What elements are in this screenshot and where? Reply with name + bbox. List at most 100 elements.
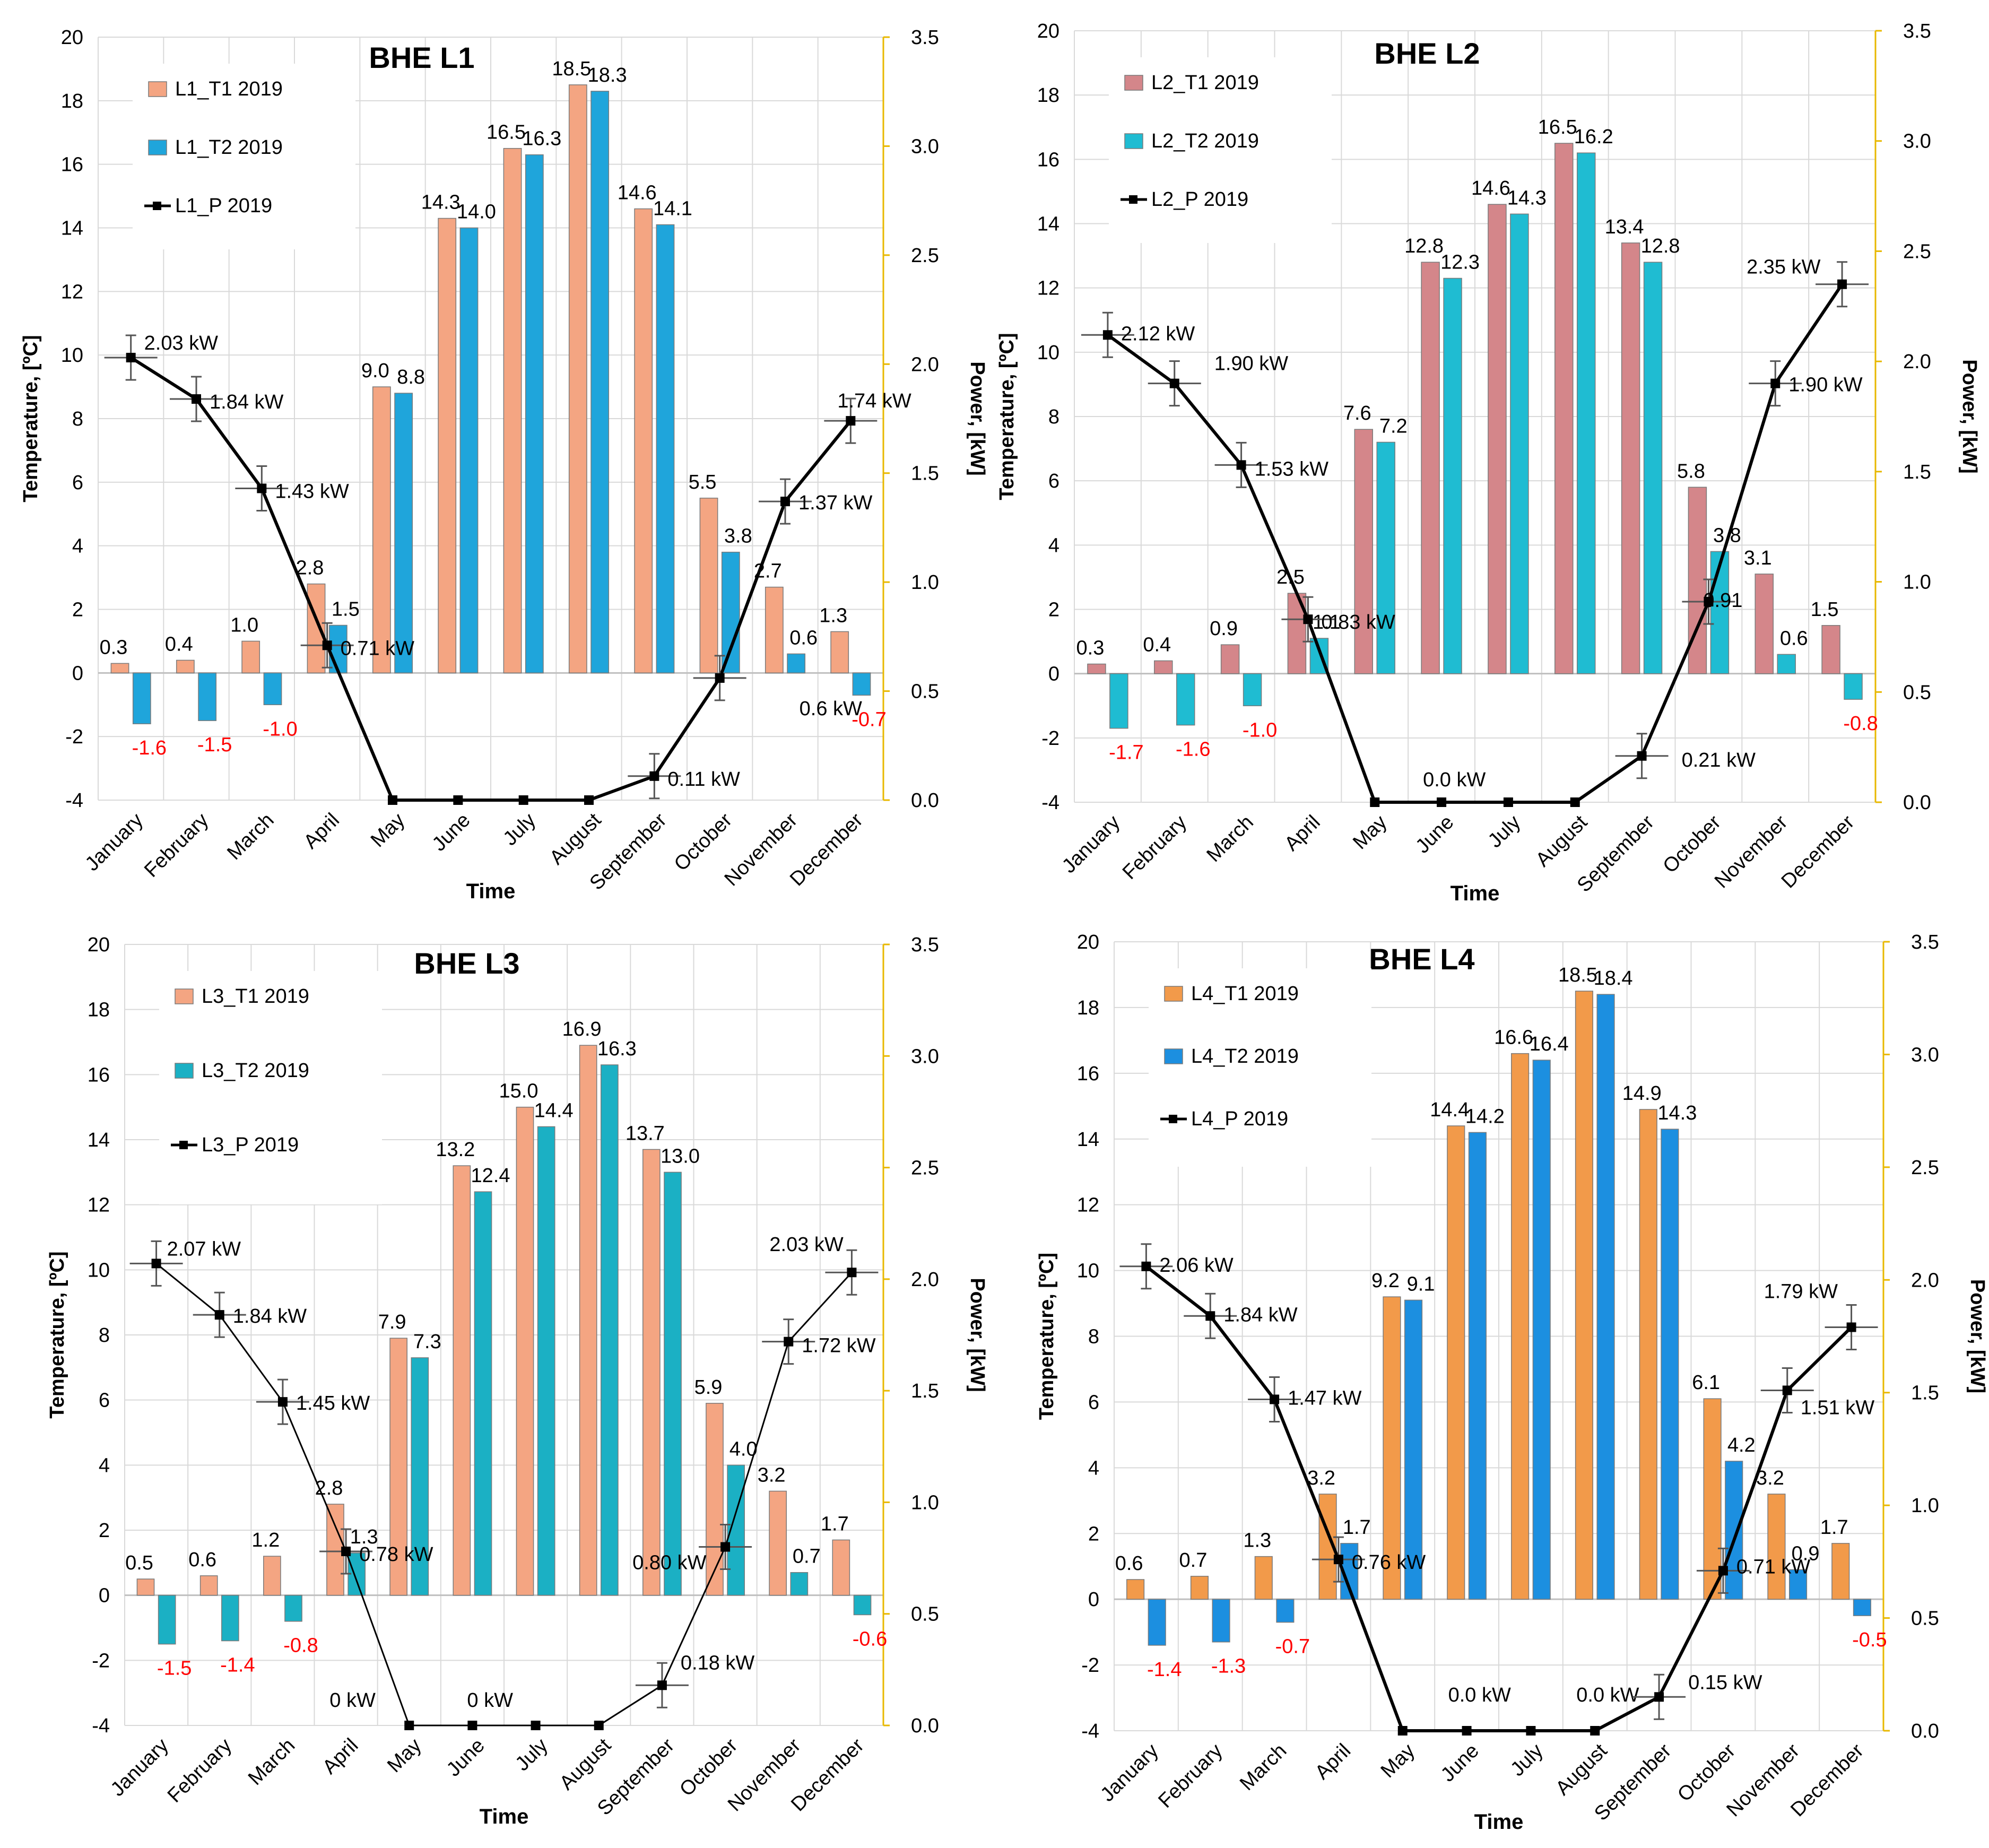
bar-value-label: -1.7 [1109,742,1143,764]
power-value-label: 1.79 kW [1764,1281,1838,1303]
bar [474,1191,492,1596]
bar-value-label: 9.1 [1407,1273,1435,1295]
bar-value-label: 1.7 [1820,1516,1848,1539]
bar-value-label: 1.3 [819,604,847,627]
bar-value-label: 14.1 [653,198,692,220]
legend-label: L2_P 2019 [1151,188,1248,211]
bar [790,1572,809,1596]
y-tick-label: -4 [92,1715,110,1737]
y-tick-label: 20 [1037,20,1059,42]
bar-value-label: 1.3 [1243,1530,1271,1552]
bar [158,1594,176,1645]
bar [307,583,326,674]
y2-axis-title: Power, [kW] [966,361,988,475]
bar-value-label: 15.0 [499,1080,538,1103]
y-tick-label: -2 [1081,1654,1099,1677]
y2-tick-label: 3.0 [1911,1044,1939,1066]
bar-value-label: -1.0 [1243,719,1277,741]
y2-tick-label: 3.5 [911,27,939,49]
bar-value-label: -1.5 [157,1658,192,1680]
bar [769,1490,787,1596]
bar-value-label: 9.2 [1371,1270,1400,1292]
y-tick-label: -4 [1081,1720,1099,1742]
power-value-label: 1.74 kW [837,390,911,412]
legend-background [159,971,382,1204]
bar [1468,1132,1487,1600]
power-point [1637,751,1647,761]
power-value-label: 1.45 kW [296,1392,370,1415]
bar [263,1556,281,1596]
bar-value-label: 1.1 [1313,611,1341,634]
bar-value-label: 0.3 [1076,637,1105,659]
x-tick-label: January [1096,1740,1162,1806]
legend-background [1149,968,1371,1167]
bar-value-label: 4.2 [1727,1434,1756,1456]
power-point [780,497,790,507]
y2-tick-label: 3.0 [911,1045,939,1068]
legend-background [133,64,355,249]
bar-value-label: 13.7 [626,1122,665,1144]
power-line [1145,1265,1853,1732]
chart-title: BHE L1 [369,41,474,74]
y2-tick-label: 3.0 [1903,131,1931,153]
bar-value-label: 0.9 [1792,1542,1820,1565]
bar-value-label: 14.4 [534,1099,574,1122]
y2-tick-label: 3.5 [1903,20,1931,42]
y2-tick-label: 2.0 [1903,351,1931,373]
bar [241,640,260,674]
bar-value-label: 14.2 [1465,1105,1505,1127]
power-point [1169,378,1179,388]
bar-value-label: 18.4 [1594,967,1633,990]
power-point [1782,1385,1792,1395]
bar [372,386,391,674]
legend-label: L3_T1 2019 [202,985,309,1008]
y-tick-label: 16 [88,1064,110,1086]
bar-value-label: 14.3 [1657,1102,1697,1124]
x-tick-label: June [1437,1740,1483,1786]
y-axis-title: Temperature, [ºC] [1036,1253,1058,1420]
bar [1844,673,1863,700]
bar-value-label: 0.7 [1179,1549,1208,1572]
bar-value-label: 16.2 [1574,126,1613,148]
bar [199,1575,218,1596]
power-line [155,1263,853,1726]
bar [176,660,195,674]
y2-tick-label: 2.5 [911,1157,939,1179]
legend-marker-swatch [1129,195,1137,204]
power-point [341,1546,351,1556]
bar [656,224,675,674]
bar-value-label: 0.4 [1143,634,1171,656]
x-axis-title: Time [1451,882,1500,905]
power-value-label: 0.71 kW [1736,1556,1811,1578]
bar [1643,262,1663,674]
y2-tick-label: 2.5 [911,245,939,267]
y-tick-label: 6 [1088,1391,1099,1413]
x-tick-label: January [107,1734,173,1801]
power-point [1704,596,1714,606]
y-tick-label: 12 [1077,1194,1099,1217]
legend-label: L4_P 2019 [1191,1108,1288,1130]
power-point [453,795,463,805]
x-tick-label: April [1311,1740,1355,1784]
bar [1243,673,1262,706]
power-point [1205,1311,1215,1321]
bar-value-label: 0.9 [1210,618,1238,640]
power-point [151,1259,161,1269]
x-tick-label: October [675,1734,742,1801]
bar-value-label: 2.8 [296,557,324,579]
bar [721,551,740,674]
x-tick-label: July [511,1734,552,1775]
chart-title: BHE L3 [414,947,519,980]
bar-value-label: 0.3 [100,636,128,658]
y-tick-label: 20 [61,27,83,49]
y-tick-label: 0 [99,1585,110,1607]
y2-tick-label: 2.0 [911,353,939,376]
y-tick-label: 18 [1077,997,1099,1019]
legend-swatch [148,140,167,155]
power-value-label: 2.35 kW [1747,256,1821,279]
bar [459,227,479,674]
power-value-label: 0.76 kW [1352,1551,1426,1574]
bar-value-label: -1.6 [1176,739,1210,761]
y2-tick-label: 0.5 [911,1603,939,1626]
power-point [594,1721,604,1730]
